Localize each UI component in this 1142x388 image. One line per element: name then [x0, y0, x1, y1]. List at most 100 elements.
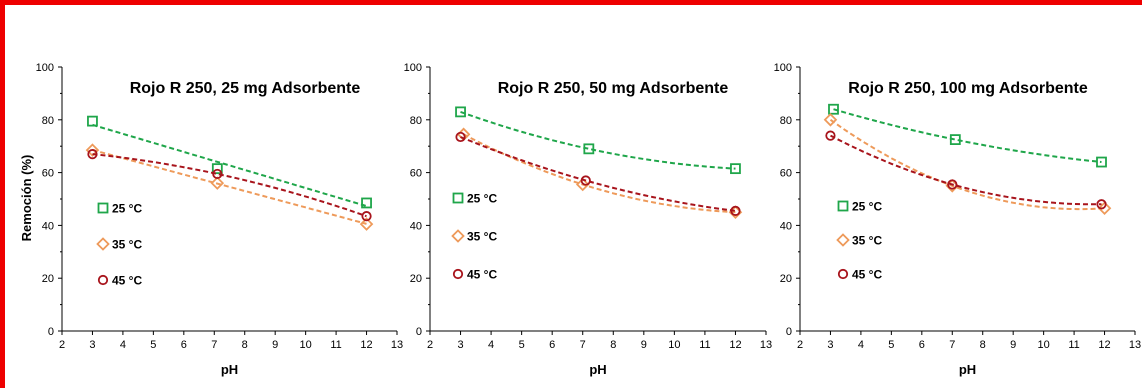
x-tick-label: 11: [699, 339, 710, 351]
x-tick-label: 8: [980, 339, 986, 351]
y-tick-label: 0: [786, 326, 792, 338]
y-tick-label: 20: [410, 273, 422, 285]
chart-panel-3: 0 20 40 60 80 100 2 3 4 5 6 7 8 9 10 11 12 13 Rojo R 250, …: [774, 62, 1141, 377]
data-point-25: [87, 115, 98, 127]
x-tick-label: 12: [1098, 339, 1110, 351]
x-axis-label: pH: [959, 362, 976, 377]
legend-label-35: 35 °C: [467, 230, 497, 244]
data-point-25: [828, 103, 839, 115]
legend-marker-25: [837, 200, 849, 212]
x-tick-label: 5: [150, 339, 156, 351]
chart-panel-1: 0 20 40 60 80 100 2 3 4 5 6 7 8 9 10 11 12 13 Rojo R 250, …: [36, 62, 403, 377]
legend-marker-35: [96, 237, 110, 251]
legend-label-45: 45 °C: [112, 274, 142, 288]
trend-line-45: [92, 153, 367, 218]
data-point-35: [210, 176, 225, 190]
x-tick-label: 7: [949, 339, 955, 351]
x-tick-label: 3: [827, 339, 833, 351]
y-tick-label: 0: [416, 326, 422, 338]
legend-marker-45: [452, 268, 464, 280]
trend-line-35: [92, 148, 367, 225]
trend-line-45: [830, 134, 1102, 206]
x-tick-label: 12: [729, 339, 741, 351]
x-tick-label: 4: [858, 339, 864, 351]
x-tick-label: 4: [488, 339, 494, 351]
legend-label-45: 45 °C: [467, 268, 497, 282]
data-point-25: [211, 163, 223, 175]
legend-marker-25: [452, 192, 464, 204]
y-tick-label: 100: [774, 62, 792, 74]
data-point-25: [1096, 156, 1107, 168]
x-tick-label: 10: [300, 339, 312, 351]
y-tick-label: 60: [780, 168, 792, 180]
data-point-25: [361, 197, 372, 209]
trend-line-25: [460, 110, 736, 170]
x-tick-label: 3: [89, 339, 95, 351]
y-tick-label: 100: [36, 62, 54, 74]
trend-line-45: [460, 136, 736, 212]
x-tick-label: 7: [580, 339, 586, 351]
data-point-35: [359, 217, 374, 231]
x-tick-label: 2: [427, 339, 433, 351]
y-tick-label: 40: [410, 220, 422, 232]
y-tick-label: 80: [42, 115, 54, 127]
data-point-25: [730, 163, 741, 175]
data-point-35: [85, 143, 100, 157]
legend-marker-45: [837, 268, 849, 280]
x-axis-label: pH: [589, 362, 606, 377]
x-tick-label: 11: [1068, 339, 1079, 351]
data-point-45: [212, 168, 223, 180]
data-point-45: [1096, 199, 1107, 210]
x-tick-label: 13: [391, 339, 403, 351]
data-point-35: [823, 113, 838, 127]
x-tick-label: 3: [457, 339, 463, 351]
x-tick-label: 2: [59, 339, 65, 351]
x-tick-label: 4: [120, 339, 126, 351]
data-point-45: [825, 130, 836, 141]
x-tick-label: 9: [272, 339, 278, 351]
trend-line-35: [463, 133, 736, 214]
legend-label-45: 45 °C: [852, 268, 882, 282]
y-tick-label: 60: [42, 168, 54, 180]
data-point-45: [361, 211, 372, 222]
x-tick-label: 13: [1129, 339, 1141, 351]
y-tick-label: 40: [780, 220, 792, 232]
chart-title: Rojo R 250, 50 mg Adsorbente: [498, 80, 729, 97]
y-tick-label: 60: [410, 168, 422, 180]
legend-label-25: 25 °C: [112, 202, 142, 216]
x-tick-label: 6: [919, 339, 925, 351]
legend-marker-35: [451, 229, 465, 243]
y-tick-label: 0: [48, 326, 54, 338]
y-tick-label: 80: [410, 115, 422, 127]
legend-marker-45: [97, 274, 109, 286]
data-point-45: [947, 179, 958, 190]
chart-title: Rojo R 250, 25 mg Adsorbente: [130, 80, 361, 97]
data-point-35: [575, 177, 590, 192]
y-tick-label: 40: [42, 220, 54, 232]
legend-label-35: 35 °C: [852, 234, 882, 248]
x-tick-label: 8: [242, 339, 248, 351]
legend-label-25: 25 °C: [852, 200, 882, 214]
data-point-25: [583, 143, 595, 155]
legend-label-25: 25 °C: [467, 192, 497, 206]
trend-line-25: [92, 123, 367, 208]
trend-line-35: [829, 118, 1105, 211]
x-tick-label: 6: [549, 339, 555, 351]
legend-marker-35: [836, 233, 850, 247]
y-tick-label: 20: [42, 273, 54, 285]
data-point-25: [455, 106, 466, 118]
x-tick-label: 11: [330, 339, 341, 351]
x-tick-label: 10: [1038, 339, 1050, 351]
data-point-35: [1097, 201, 1112, 216]
x-tick-label: 9: [1010, 339, 1016, 351]
data-point-45: [580, 175, 591, 186]
y-axis-label: Remoción (%): [19, 155, 34, 242]
legend-marker-25: [97, 202, 109, 214]
data-point-25: [949, 134, 961, 146]
data-point-45: [87, 149, 98, 160]
x-tick-label: 5: [888, 339, 894, 351]
x-axis-label: pH: [221, 362, 238, 377]
y-tick-label: 100: [404, 62, 422, 74]
